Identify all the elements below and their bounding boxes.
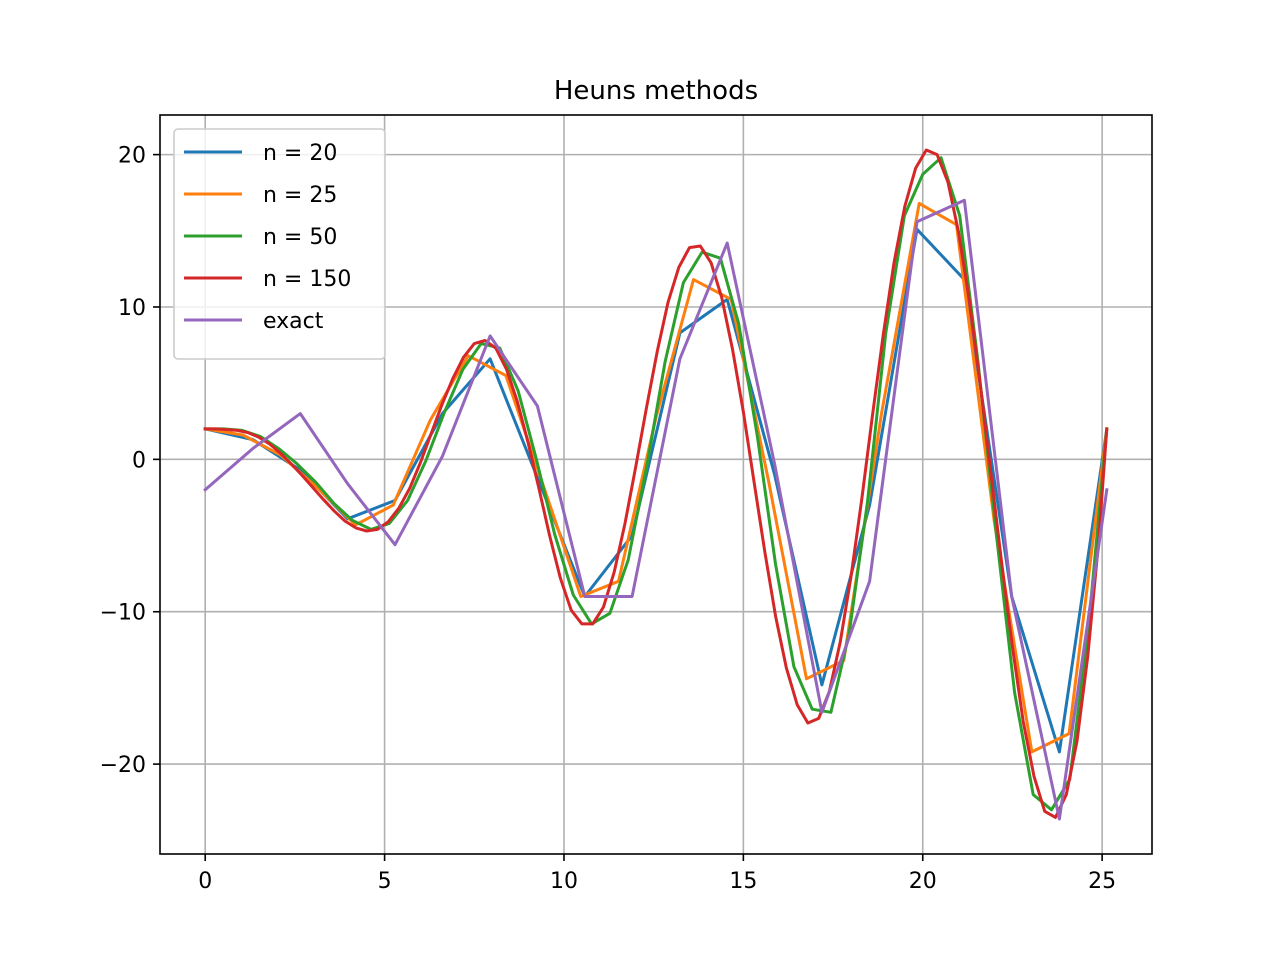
legend: n = 20 n = 25 n = 50 n = 150 exact <box>173 128 386 360</box>
legend-label: n = 20 <box>263 141 337 166</box>
x-tick-label: 10 <box>550 869 578 894</box>
series-line-4 <box>203 148 1109 819</box>
y-tick-label: 0 <box>132 448 146 473</box>
x-tick-label: 5 <box>378 869 392 894</box>
x-tick-label: 25 <box>1088 869 1116 894</box>
plot-frame <box>159 114 1153 855</box>
series-line-3 <box>203 156 1109 812</box>
legend-box <box>173 128 386 360</box>
series-lines <box>203 148 1109 821</box>
y-tick-label: −10 <box>100 601 146 626</box>
legend-label: exact <box>263 309 324 334</box>
y-axis: 20 10 0 −10 −20 <box>100 144 160 778</box>
series-line-1 <box>203 227 1109 754</box>
x-axis: 0 5 10 15 20 25 <box>198 854 1116 894</box>
legend-label: n = 25 <box>263 183 337 208</box>
legend-label: n = 50 <box>263 225 337 250</box>
series-line-5 <box>203 198 1109 821</box>
x-tick-label: 0 <box>198 869 212 894</box>
chart-title: Heuns methods <box>554 76 758 106</box>
x-tick-label: 15 <box>729 869 757 894</box>
x-tick-label: 20 <box>909 869 937 894</box>
y-tick-label: 10 <box>118 296 146 321</box>
y-tick-label: 20 <box>118 144 146 169</box>
legend-label: n = 150 <box>263 267 351 292</box>
y-tick-label: −20 <box>100 753 146 778</box>
